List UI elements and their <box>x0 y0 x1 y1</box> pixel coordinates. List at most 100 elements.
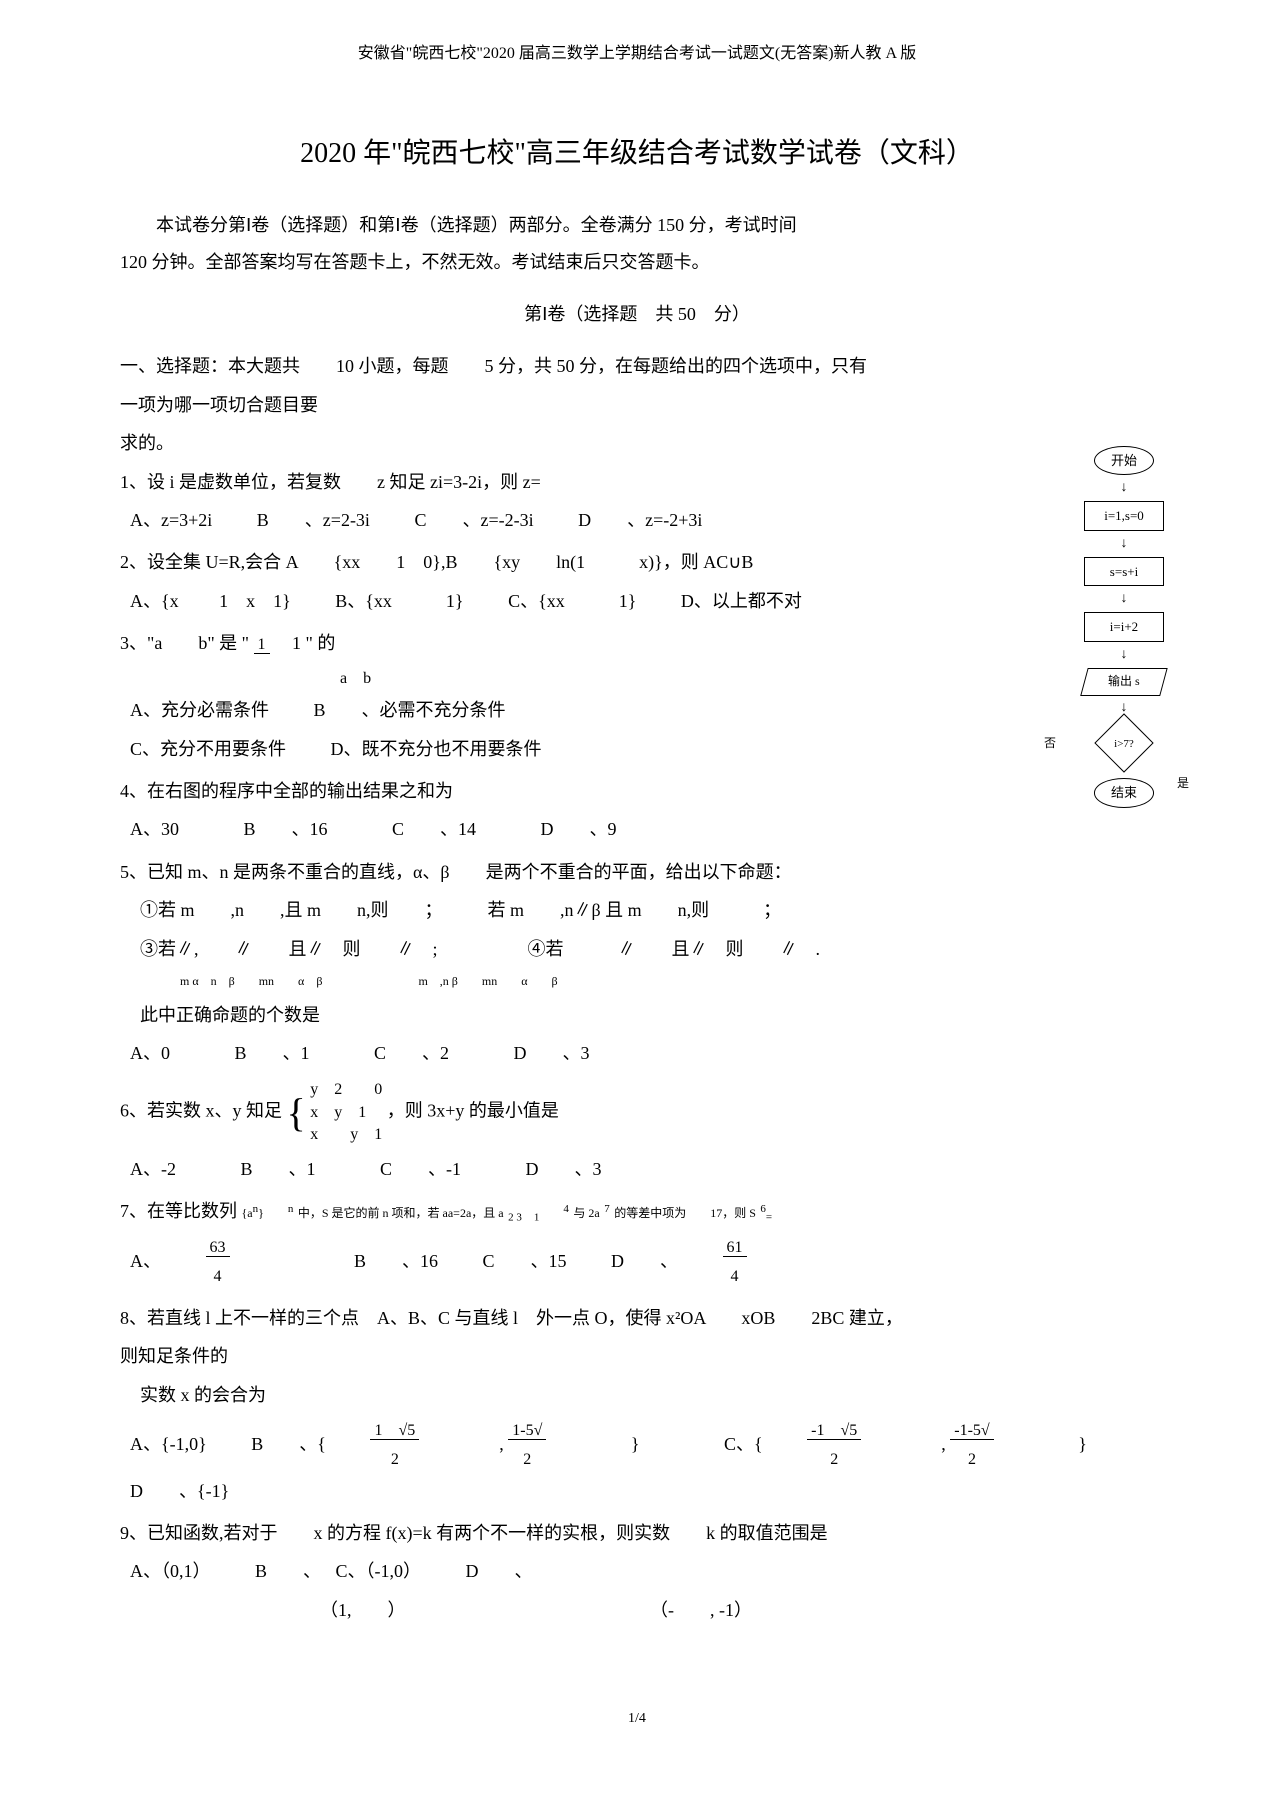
q3-text-b: 1 " 的 <box>274 633 335 653</box>
fc-cond-text: i>7? <box>1094 735 1154 755</box>
header-note: 安徽省"皖西七校"2020 届高三数学上学期结合考试一试题文(无答案)新人教 A… <box>120 40 1154 69</box>
q2-optA: A、{x 1 x 1} <box>130 591 291 611</box>
q3-frac: 1 <box>254 631 270 660</box>
q1-optB: B 、z=2-3i <box>257 510 370 530</box>
q6-optB: B 、1 <box>241 1159 316 1179</box>
question-8: 8、若直线 l 上不一样的三个点 A、B、C 与直线 l 外一点 O，使得 x²… <box>120 1302 1154 1507</box>
main-title: 2020 年"皖西七校"高三年级结合考试数学试卷（文科） <box>120 129 1154 179</box>
q3-optC: C、充分不用要条件 <box>130 739 286 759</box>
q6-text-b: ，则 3x+y 的最小值是 <box>387 1101 559 1121</box>
q2-optD: D、以上都不对 <box>681 591 802 611</box>
q3-text: 3、"a b" 是 " 1 1 " 的 <box>120 627 1154 659</box>
question-3: 3、"a b" 是 " 1 1 " 的 a b A、充分必需条件 B 、必需不充… <box>120 627 1154 765</box>
q4-options: A、30 B 、16 C 、14 D 、9 <box>130 813 1154 845</box>
q3-text-a: 3、"a b" 是 " <box>120 633 249 653</box>
q5-line4: 此中正确命题的个数是 <box>140 999 1154 1031</box>
q8-optB: B 、{ 1 √5 2 , 1-5√ 2 } <box>251 1434 684 1454</box>
q3-optA: A、充分必需条件 <box>130 700 269 720</box>
q7-an: {an} n <box>242 1206 294 1220</box>
q3-frac-num: 1 <box>254 636 270 654</box>
q9-optD2: （- , -1） <box>650 1600 752 1620</box>
page-number: 1/4 <box>120 1706 1154 1731</box>
q8-b1-den: 2 <box>387 1451 403 1468</box>
q6-c3: x y 1 <box>310 1126 382 1143</box>
q4-optA: A、30 <box>130 819 179 839</box>
brace-icon: { <box>287 1103 306 1123</box>
q4-optD: D 、9 <box>541 819 617 839</box>
q8-text: 8、若直线 l 上不一样的三个点 A、B、C 与直线 l 外一点 O，使得 x²… <box>120 1302 1154 1334</box>
intro-line1: 本试卷分第Ⅰ卷（选择题）和第Ⅰ卷（选择题）两部分。全卷满分 150 分，考试时间 <box>120 209 1154 241</box>
q7-optD-frac: 61 4 <box>723 1234 787 1292</box>
flowchart: 开始 ↓ i=1,s=0 ↓ s=s+i ↓ i=i+2 ↓ 输出 s ↓ 否 … <box>1064 440 1184 814</box>
question-9: 9、已知函数,若对于 x 的方程 f(x)=k 有两个不一样的实根，则实数 k … <box>120 1517 1154 1626</box>
q8-optB-frac1: 1 √5 2 <box>370 1417 459 1475</box>
q8-c1-den: 2 <box>826 1451 842 1468</box>
q8-c2-num: -1-5√ <box>950 1422 993 1440</box>
q5-line2: ③若∥, ∥ 且∥ 则 ∥ ; ④若 ∥ 且∥ 则 ∥ . <box>140 933 1154 965</box>
q7-optC: C 、15 <box>483 1251 567 1271</box>
q2-text: 2、设全集 U=R,会合 A {xx 1 0},B {xy ln(1 x)}，则… <box>120 546 1154 578</box>
fc-no: 否 <box>1044 733 1056 755</box>
arrow-down-icon: ↓ <box>1064 481 1184 495</box>
q4-optC: C 、14 <box>392 819 476 839</box>
q3-options-row1: A、充分必需条件 B 、必需不充分条件 <box>130 694 1154 726</box>
q2-optC: C、{xx 1} <box>508 591 636 611</box>
question-1: 1、设 i 是虚数单位，若复数 z 知足 zi=3-2i，则 z= A、z=3+… <box>120 466 1154 537</box>
q6-c2: x y 1 <box>310 1104 366 1121</box>
q8-b1-num: 1 √5 <box>370 1422 419 1440</box>
q3-options-row2: C、充分不用要条件 D、既不充分也不用要条件 <box>130 733 1154 765</box>
q1-optA: A、z=3+2i <box>130 510 212 530</box>
q8-b2-num: 1-5√ <box>508 1422 546 1440</box>
instructions-2: 一项为哪一项切合题目要 <box>120 389 1154 421</box>
q8-optA: A、{-1,0} <box>130 1434 207 1454</box>
q7-optD-den: 4 <box>727 1268 743 1285</box>
instructions-3: 求的。 <box>120 427 1154 459</box>
fc-init: i=1,s=0 <box>1084 501 1164 530</box>
q7-optA: A、 63 4 <box>130 1251 314 1271</box>
instructions-1: 一、选择题：本大题共 10 小题，每题 5 分，共 50 分，在每题给出的四个选… <box>120 350 1154 382</box>
q7-mid: 中，S 是它的前 n 项和，若 aa=2a，且 a <box>298 1206 504 1220</box>
q7-optA-label: A、 <box>130 1251 161 1271</box>
q4-text: 4、在右图的程序中全部的输出结果之和为 <box>120 775 1154 807</box>
q3-optB: B 、必需不充分条件 <box>314 700 506 720</box>
q7-sub1: 2 3 1 4 <box>508 1206 569 1220</box>
fc-output: 输出 s <box>1080 668 1167 696</box>
q7-optA-den: 4 <box>210 1268 226 1285</box>
question-5: 5、已知 m、n 是两条不重合的直线，α、β 是两个不重合的平面，给出以下命题：… <box>120 856 1154 1070</box>
q9-options-row2: （1, ） （- , -1） <box>130 1594 1154 1626</box>
fc-step2: i=i+2 <box>1084 612 1164 641</box>
question-6: 6、若实数 x、y 知足 { y 2 0 x y 1 x y 1 ，则 3x+y… <box>120 1079 1154 1185</box>
q9-optC: C、（-1,0） <box>336 1561 422 1581</box>
q7-text-a: 7、在等比数列 <box>120 1201 237 1221</box>
q7-sub2: 7 <box>604 1206 610 1220</box>
q7-mid2: 与 2a <box>573 1206 599 1220</box>
fc-yes: 是 <box>1177 773 1189 795</box>
fc-end: 结束 <box>1094 778 1154 807</box>
q8-text-main: 8、若直线 l 上不一样的三个点 A、B、C 与直线 l 外一点 O，使得 x²… <box>120 1308 903 1328</box>
q5-optB: B 、1 <box>235 1043 310 1063</box>
q7-optD-label: D 、 <box>611 1251 678 1271</box>
q5-line1: ①若 m ,n ,且 m n,则 ； 若 m ,n∥β 且 m n,则 ； <box>140 894 1154 926</box>
q5-optC: C 、2 <box>374 1043 449 1063</box>
q3-frac-den: a b <box>340 665 1154 694</box>
q6-text: 6、若实数 x、y 知足 { y 2 0 x y 1 x y 1 ，则 3x+y… <box>120 1079 1154 1146</box>
q8-optC: C、{ -1 √5 2 , -1-5√ 2 } <box>724 1434 1127 1454</box>
q7-optA-frac: 63 4 <box>206 1234 270 1292</box>
q9-options: A、（0,1） B 、 C、（-1,0） D 、 <box>130 1555 1154 1587</box>
q8-b2-den: 2 <box>519 1451 535 1468</box>
q8-text3: 实数 x 的会合为 <box>140 1379 1154 1411</box>
q1-optD: D 、z=-2+3i <box>578 510 702 530</box>
question-4: 4、在右图的程序中全部的输出结果之和为 A、30 B 、16 C 、14 D 、… <box>120 775 1154 846</box>
q8-optC-label: C、{ <box>724 1434 763 1454</box>
q8-text2: 则知足条件的 <box>120 1340 1154 1372</box>
q5-options: A、0 B 、1 C 、2 D 、3 <box>130 1037 1154 1069</box>
fc-condition: i>7? <box>1094 723 1154 763</box>
question-7: 7、在等比数列 {an} n 中，S 是它的前 n 项和，若 aa=2a，且 a… <box>120 1195 1154 1292</box>
q9-text: 9、已知函数,若对于 x 的方程 f(x)=k 有两个不一样的实根，则实数 k … <box>120 1517 1154 1549</box>
q1-options: A、z=3+2i B 、z=2-3i C 、z=-2-3i D 、z=-2+3i <box>130 504 1154 536</box>
q9-optB2: （1, ） <box>320 1600 406 1620</box>
q8-options: A、{-1,0} B 、{ 1 √5 2 , 1-5√ 2 } C、{ -1 √… <box>130 1417 1154 1507</box>
fc-output-text: 输出 s <box>1108 671 1140 693</box>
q7-optD-num: 61 <box>723 1239 747 1257</box>
q9-optA: A、（0,1） <box>130 1561 211 1581</box>
